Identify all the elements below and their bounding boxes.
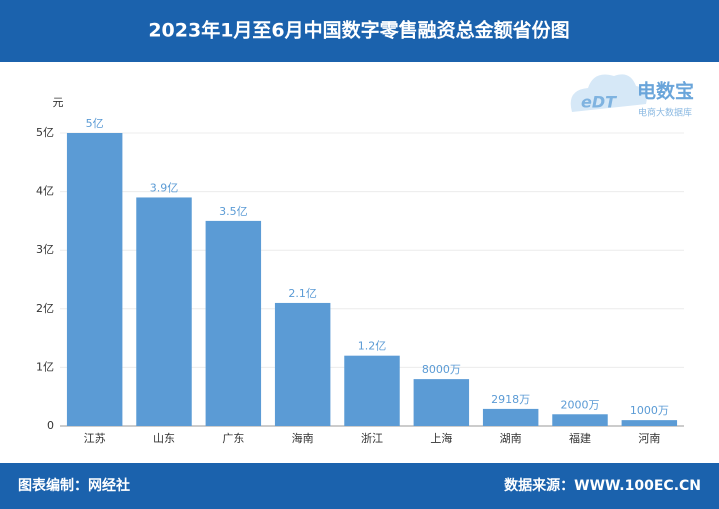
x-tick-label: 浙江 [361,432,383,445]
y-tick-label: 5亿 [36,126,54,139]
value-label: 2.1亿 [288,287,317,300]
value-label: 2000万 [561,398,600,411]
footer-left: 图表编制：网经社 [18,477,130,494]
footer-bar [0,463,719,509]
bar [344,355,400,426]
value-label: 8000万 [422,363,461,376]
logo-cloud [570,74,647,112]
value-label: 1.2亿 [358,340,387,353]
value-label: 5亿 [86,117,104,130]
y-tick-label: 4亿 [36,185,54,198]
y-tick-label: 3亿 [36,243,54,256]
value-label: 3.5亿 [219,205,248,218]
page-title: 2023年1月至6月中国数字零售融资总金额省份图 [148,19,569,42]
bar [274,302,331,426]
x-tick-label: 湖南 [500,432,522,445]
logo: eDT 电数宝 电商大数据库 [570,74,694,119]
logo-mark: eDT [581,93,617,112]
y-tick-label: 1亿 [36,360,54,373]
value-label: 2918万 [491,393,530,406]
x-tick-label: 山东 [153,432,175,445]
x-tick-label: 福建 [569,431,591,445]
logo-tagline: 电商大数据库 [638,107,692,119]
x-tick-label: 河南 [638,432,660,445]
bar [482,408,539,426]
y-tick-label: 2亿 [36,302,54,315]
x-tick-label: 广东 [222,432,244,445]
bar [621,420,678,426]
bar [413,379,470,426]
bar [66,133,123,426]
y-tick-label: 0 [47,419,54,432]
value-label: 3.9亿 [150,181,179,194]
x-tick-label: 江苏 [84,432,106,445]
bar [136,197,192,426]
y-axis-label: 元 [53,96,64,109]
bar [552,414,608,426]
footer-right: 数据来源：WWW.100EC.CN [504,477,701,494]
bar [205,220,262,426]
x-tick-label: 海南 [292,431,314,445]
x-tick-label: 上海 [430,431,452,445]
value-label: 1000万 [630,404,669,417]
header-bar [0,0,719,62]
logo-name: 电数宝 [637,80,694,103]
